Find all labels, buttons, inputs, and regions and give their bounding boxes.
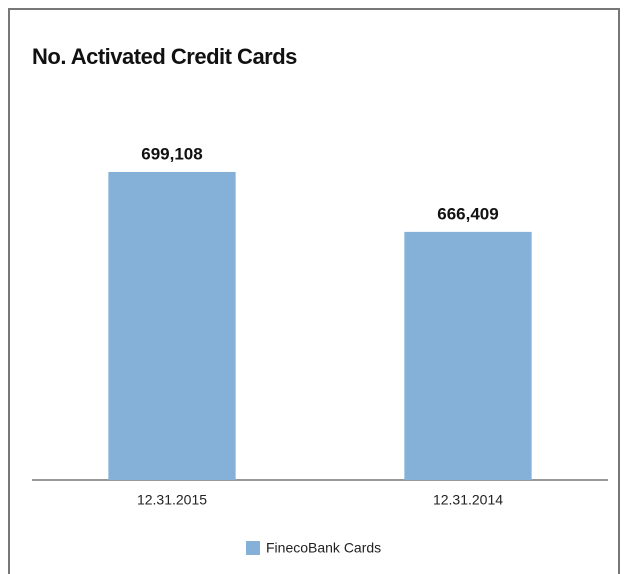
x-tick-label: 12.31.2014	[433, 492, 503, 508]
chart-title: No. Activated Credit Cards	[32, 44, 297, 69]
legend-swatch	[246, 541, 260, 555]
bar	[108, 171, 236, 481]
value-label: 666,409	[437, 204, 498, 223]
value-label: 699,108	[141, 144, 202, 163]
bar	[404, 231, 532, 480]
legend-label: FinecoBank Cards	[266, 540, 381, 556]
x-tick-label: 12.31.2015	[137, 492, 207, 508]
